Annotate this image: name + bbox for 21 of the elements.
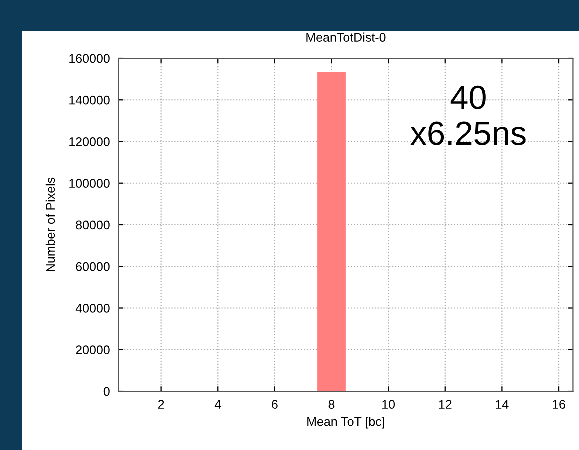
x-tick-label: 12	[439, 400, 452, 409]
x-tick-label: 10	[382, 400, 396, 410]
y-tick-label: 60000	[76, 262, 110, 272]
x-axis-title: Mean ToT [bc]	[308, 417, 384, 429]
y-tick-label: 20000	[76, 346, 110, 355]
y-tick-label: 0	[104, 387, 110, 396]
y-axis-title: Number of Pixels	[46, 178, 56, 272]
y-tick-label: 140000	[70, 96, 110, 105]
x-tick-label: 14	[496, 400, 509, 409]
x-tick-label: 8	[328, 400, 335, 410]
x-tick-label: 16	[553, 400, 566, 410]
x-tick-label: 4	[214, 400, 222, 409]
y-tick-label: 160000	[70, 54, 110, 64]
y-tick-label: 80000	[76, 220, 110, 230]
x-tick-label: 6	[272, 400, 278, 410]
y-tick-label: 100000	[70, 179, 110, 188]
annotation: 40 x6.25ns	[410, 86, 526, 146]
y-tick-label: 40000	[76, 304, 110, 313]
x-tick-label: 2	[158, 400, 164, 409]
chart-title: MeanTotDist-0	[306, 32, 386, 42]
y-tick-label: 120000	[70, 138, 110, 146]
